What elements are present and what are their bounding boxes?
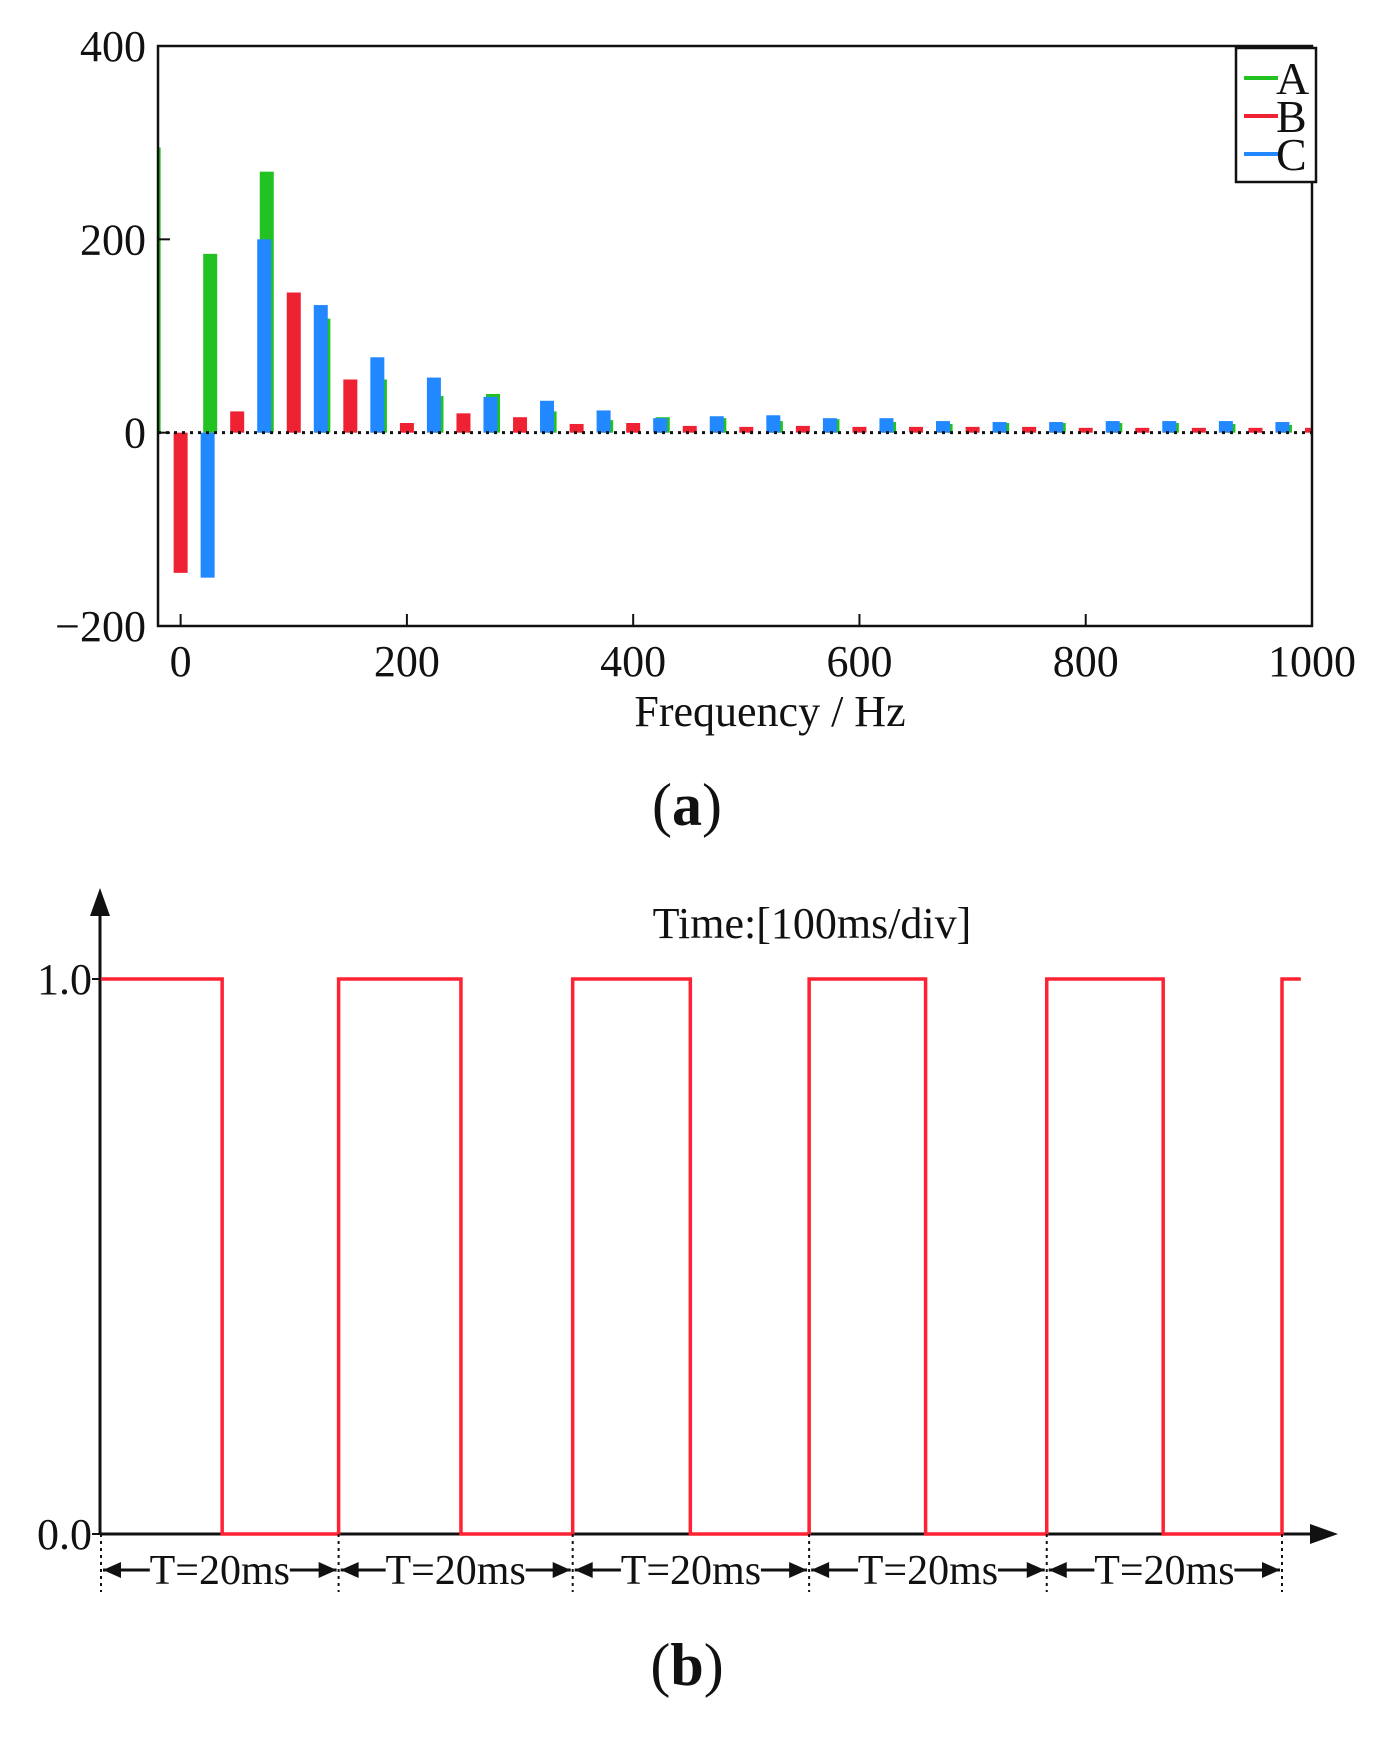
period-label: T=20ms [621, 1548, 761, 1594]
period-arrowhead-left [340, 1562, 359, 1578]
plot-frame [156, 44, 1314, 628]
bar-B-650 [909, 426, 924, 433]
period-arrowhead-right [1262, 1562, 1280, 1578]
pulse-trace [101, 977, 1301, 1536]
bar-C-50 [257, 239, 272, 433]
legend-label-B: B [1276, 91, 1307, 142]
period-arrowhead-right [318, 1562, 337, 1578]
bar-B-0 [173, 432, 188, 573]
bar-B-500 [739, 426, 754, 433]
bar-C-100 [313, 305, 328, 433]
axes: 1.0 0.0 [37, 888, 1338, 1559]
period-arrowhead-left [103, 1562, 121, 1578]
bar-C-550 [822, 418, 837, 433]
bar-B-950 [1248, 427, 1263, 433]
legend: ABC [1234, 46, 1318, 184]
legend-label-A: A [1276, 53, 1309, 104]
bar-C-450 [709, 416, 724, 433]
period-label: T=20ms [385, 1548, 525, 1594]
bar-group [159, 147, 1311, 578]
x-axis-arrowhead [1310, 1524, 1338, 1544]
x-tick-label: 1000 [1268, 637, 1356, 686]
bar-B-150 [343, 379, 358, 433]
x-tick-label: 400 [600, 637, 666, 686]
period-arrowhead-right [1026, 1562, 1045, 1578]
bar-C-200 [426, 377, 441, 433]
bar-C-600 [879, 418, 894, 433]
bar-B-900 [1191, 427, 1206, 433]
chart-a: −200 0 200 400 0 200 400 600 800 1000 ABC Frequen… [55, 22, 1356, 838]
x-tick-label: 800 [1053, 637, 1119, 686]
x-tick-label: 0 [170, 637, 192, 686]
period-arrowhead-left [1048, 1562, 1067, 1578]
x-tick-label: 200 [374, 637, 440, 686]
bar-B-50 [230, 411, 245, 433]
bar-B-1000 [1305, 427, 1311, 433]
bar-B-750 [1022, 426, 1037, 433]
bar-B-850 [1135, 427, 1150, 433]
bar-B-350 [569, 423, 584, 433]
x-axis-label: Frequency / Hz [634, 687, 905, 736]
bar-B-200 [399, 423, 414, 433]
x-tick-label: 600 [826, 637, 892, 686]
bar-B-300 [513, 417, 528, 433]
bar-C-850 [1162, 421, 1177, 433]
bar-C-150 [370, 357, 385, 433]
y-tick-label: 200 [80, 215, 146, 264]
period-label: T=20ms [858, 1548, 998, 1594]
panel-label-text: (a) [652, 772, 722, 838]
y-tick-label: 0.0 [37, 1510, 92, 1559]
bar-B-600 [852, 426, 867, 433]
period-arrowhead-left [574, 1562, 593, 1578]
bar-A-0 [159, 147, 161, 433]
panel-label-a: (a) [652, 772, 722, 838]
panel-label-b: (b) [650, 1632, 723, 1698]
bar-A-50 [203, 253, 218, 433]
y-tick-label: 1.0 [37, 955, 92, 1004]
bar-C-700 [992, 422, 1007, 433]
chart-b: 1.00.0 Time:[100ms/div] T=20ms T=20ms T=20… [37, 888, 1338, 1698]
bar-C-300 [540, 400, 555, 433]
bar-C-800 [1105, 421, 1120, 433]
bar-C-900 [1218, 421, 1233, 433]
bar-C-250 [483, 396, 498, 433]
period-label: T=20ms [1094, 1548, 1234, 1594]
bar-B-250 [456, 413, 471, 433]
panel-label-text: (b) [650, 1632, 723, 1698]
period-arrowhead-right [552, 1562, 571, 1578]
axes: −200 0 200 400 0 200 400 600 800 1000 [55, 22, 1356, 686]
period-arrowhead-left [811, 1562, 830, 1578]
legend-label-C: C [1276, 129, 1307, 180]
y-tick-label: 400 [80, 22, 146, 71]
bar-C-400 [653, 418, 668, 433]
bar-B-450 [682, 425, 697, 433]
bar-C-350 [596, 410, 611, 433]
period-label: T=20ms [150, 1548, 290, 1594]
bar-B-400 [626, 423, 641, 433]
period-arrowhead-right [789, 1562, 808, 1578]
bar-C-0 [200, 432, 215, 578]
bar-C-950 [1275, 422, 1290, 433]
bar-B-800 [1078, 427, 1093, 433]
bar-C-750 [1049, 422, 1064, 433]
bar-C-500 [766, 415, 781, 433]
bar-B-700 [965, 426, 980, 433]
bar-B-100 [286, 292, 301, 433]
period-markers: T=20ms T=20ms T=20ms T=20ms T=20ms [100, 1534, 1283, 1594]
y-axis-arrowhead [90, 888, 110, 916]
y-tick-label: −200 [55, 602, 146, 651]
bar-B-550 [795, 425, 810, 433]
y-tick-label: 0 [124, 409, 146, 458]
bar-C-650 [936, 421, 951, 433]
pulse-line [101, 977, 1301, 1536]
time-scale-annotation: Time:[100ms/div] [653, 899, 972, 948]
